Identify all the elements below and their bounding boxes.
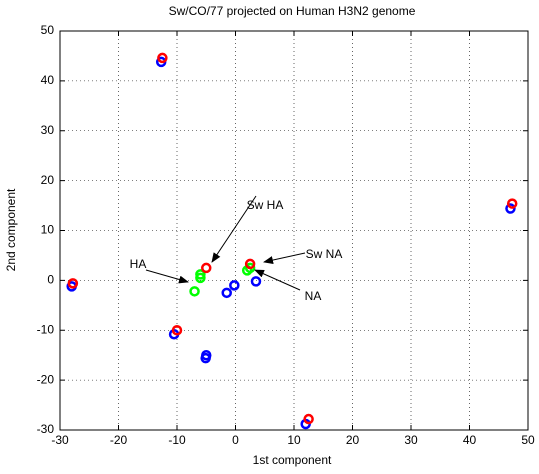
x-tick-label: 40 xyxy=(463,433,477,447)
point xyxy=(67,278,79,289)
point xyxy=(189,286,200,297)
y-tick-label: 40 xyxy=(41,73,55,87)
annotation: HA xyxy=(130,257,147,271)
x-tick-label: 50 xyxy=(521,433,535,447)
y-axis-label: 2nd component xyxy=(4,188,18,271)
point xyxy=(195,269,206,280)
y-tick-label: 10 xyxy=(41,223,55,237)
x-tick-label: -10 xyxy=(168,433,186,447)
annotation: NA xyxy=(305,289,322,303)
point xyxy=(171,325,183,336)
annotation: Sw HA xyxy=(247,198,284,212)
x-tick-label: -30 xyxy=(51,433,69,447)
x-tick-label: 10 xyxy=(287,433,301,447)
point xyxy=(244,262,256,274)
point xyxy=(195,272,206,284)
point xyxy=(250,276,262,287)
x-tick-label: -20 xyxy=(110,433,128,447)
point xyxy=(221,287,232,299)
y-tick-label: -10 xyxy=(37,322,55,336)
point xyxy=(244,258,256,270)
y-tick-label: -30 xyxy=(37,422,55,436)
plot-frame xyxy=(59,30,529,431)
x-tick-label: 30 xyxy=(404,433,418,447)
y-tick-label: 30 xyxy=(41,123,55,137)
y-tick-label: 20 xyxy=(41,173,55,187)
point xyxy=(229,280,240,291)
chart-title: Sw/CO/77 projected on Human H3N2 genome xyxy=(169,4,416,18)
point xyxy=(157,52,168,64)
x-axis-label: 1st component xyxy=(253,453,332,467)
y-tick-label: 0 xyxy=(47,273,54,287)
annotation-arrow xyxy=(254,269,301,291)
point xyxy=(505,203,516,214)
x-tick-label: 20 xyxy=(346,433,360,447)
point xyxy=(506,198,518,209)
annotation-arrow xyxy=(263,252,306,264)
annotation-arrow xyxy=(211,195,257,263)
point xyxy=(303,413,314,425)
y-tick-label: -20 xyxy=(37,372,55,386)
point xyxy=(200,352,211,364)
annotation: Sw NA xyxy=(306,247,343,261)
x-tick-label: 0 xyxy=(232,433,239,447)
plot-area xyxy=(60,31,528,430)
point xyxy=(201,262,212,274)
y-tick-label: 50 xyxy=(41,23,55,37)
annotation-arrow xyxy=(145,269,189,284)
